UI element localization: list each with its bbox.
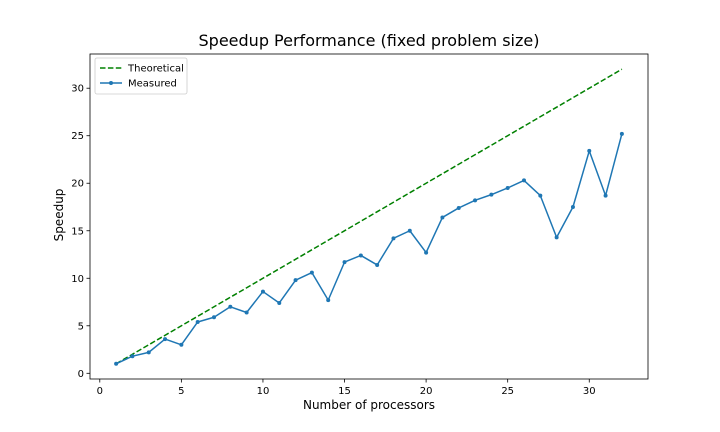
- plot-area: [114, 68, 624, 366]
- data-point-measured: [277, 300, 282, 305]
- x-tick-label: 0: [97, 386, 103, 397]
- y-tick-label: 25: [71, 131, 84, 142]
- data-point-measured: [244, 310, 249, 315]
- y-tick-label: 15: [71, 226, 84, 237]
- chart-title: Speedup Performance (fixed problem size): [199, 31, 540, 50]
- x-tick-label: 20: [420, 386, 433, 397]
- data-point-measured: [538, 193, 543, 198]
- data-point-measured: [489, 192, 494, 197]
- legend-marker-measured: [109, 81, 113, 85]
- data-point-measured: [179, 342, 184, 347]
- legend-box: [94, 57, 188, 95]
- legend-label-theoretical: Theoretical: [127, 64, 184, 75]
- y-tick-label: 0: [78, 369, 84, 380]
- data-point-measured: [603, 193, 608, 198]
- x-tick-label: 30: [583, 386, 596, 397]
- data-point-measured: [114, 361, 119, 366]
- data-point-measured: [130, 354, 135, 359]
- legend: Theoretical Measured: [94, 57, 188, 95]
- x-axis-label: Number of processors: [303, 398, 435, 412]
- data-point-measured: [293, 278, 298, 283]
- data-point-measured: [570, 205, 575, 209]
- data-point-measured: [375, 262, 380, 267]
- data-point-measured: [146, 350, 151, 355]
- data-point-measured: [424, 250, 429, 255]
- data-point-measured: [212, 315, 216, 320]
- data-point-measured: [440, 215, 445, 220]
- data-point-measured: [342, 260, 347, 265]
- data-point-measured: [522, 178, 526, 183]
- data-point-measured: [587, 148, 592, 153]
- series-line-measured: [115, 133, 623, 365]
- data-point-measured: [228, 304, 233, 309]
- data-point-measured: [554, 235, 559, 240]
- y-tick-label: 20: [71, 179, 84, 190]
- data-point-measured: [407, 228, 412, 233]
- series-line-theoretical: [115, 68, 623, 365]
- y-axis-label: Speedup: [52, 189, 66, 242]
- axes: 0 5 10 15 20 25 30 0 5 10 15 20 25 30: [71, 53, 649, 397]
- data-point-measured: [195, 319, 200, 324]
- data-point-measured: [326, 298, 331, 303]
- data-point-measured: [619, 131, 624, 136]
- x-tick-label: 25: [501, 386, 514, 397]
- data-point-measured: [260, 289, 265, 294]
- x-tick-label: 5: [178, 386, 184, 397]
- axes-frame: [89, 53, 649, 380]
- data-point-measured: [163, 337, 168, 342]
- y-tick-label: 10: [71, 274, 84, 285]
- y-tick-label: 30: [71, 84, 84, 95]
- data-point-measured: [456, 205, 461, 210]
- data-point-measured: [309, 270, 314, 275]
- x-tick-label: 10: [257, 386, 270, 397]
- data-point-measured: [505, 185, 510, 190]
- y-tick-label: 5: [78, 321, 84, 332]
- data-point-measured: [391, 236, 396, 241]
- x-tick-label: 15: [338, 386, 351, 397]
- data-point-measured: [473, 198, 478, 203]
- legend-label-measured: Measured: [128, 79, 177, 90]
- data-point-measured: [358, 253, 363, 258]
